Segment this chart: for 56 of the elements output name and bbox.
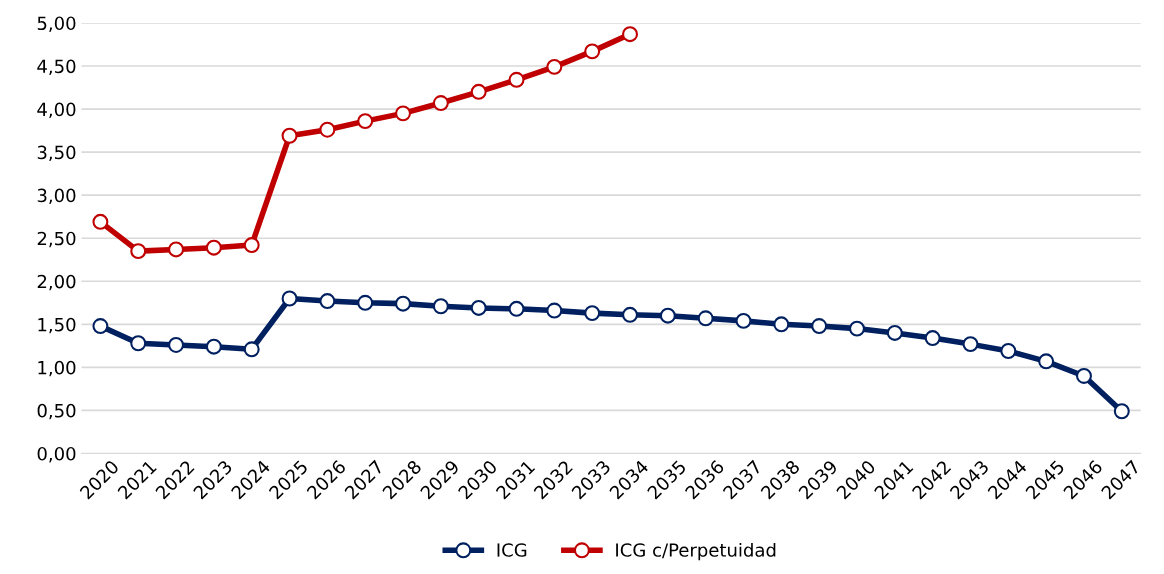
point: [886, 324, 903, 341]
point: [735, 312, 752, 329]
y-tick-label: 2,00: [37, 274, 76, 291]
point: [319, 293, 336, 310]
point: [924, 330, 941, 347]
point: [432, 298, 449, 315]
y-tick-label: 0,50: [37, 403, 76, 420]
y-tick-label: 3,00: [37, 188, 76, 205]
point: [432, 95, 449, 112]
point: [849, 320, 865, 337]
point: [168, 241, 185, 258]
point: [92, 318, 109, 335]
point: [697, 310, 714, 327]
point: [962, 336, 979, 353]
point: [357, 294, 374, 311]
point: [281, 127, 298, 144]
legend-label: ICG c/Perpetuidad: [616, 542, 776, 561]
point: [622, 26, 638, 43]
y-tick-label: 4,00: [37, 102, 76, 119]
y-tick-label: 0,00: [37, 446, 76, 463]
point: [319, 121, 336, 138]
point: [205, 338, 222, 355]
point: [470, 299, 487, 316]
point: [357, 113, 374, 130]
point: [168, 336, 185, 353]
point: [584, 43, 601, 60]
point: [584, 305, 601, 322]
point: [395, 295, 412, 312]
point: [1113, 403, 1130, 420]
point: [1000, 343, 1017, 359]
point: [622, 306, 638, 323]
point: [243, 237, 260, 254]
point: [508, 71, 525, 88]
point: [243, 341, 260, 358]
point: [508, 300, 525, 317]
y-tick-label: 2,50: [37, 231, 76, 248]
point: [395, 105, 412, 122]
point: [546, 58, 563, 75]
point: [205, 239, 222, 256]
point: [92, 213, 109, 230]
y-tick-label: 1,00: [38, 360, 76, 377]
point: [659, 307, 676, 324]
point: [1075, 367, 1092, 384]
y-tick-label: 3,50: [37, 145, 76, 162]
y-tick-label: 5,00: [37, 16, 76, 32]
point: [773, 316, 790, 333]
point: [130, 243, 147, 260]
point: [470, 83, 487, 100]
point: [1038, 353, 1055, 370]
y-tick-label: 1,50: [38, 317, 76, 334]
point: [546, 302, 563, 319]
point: [811, 318, 828, 335]
y-tick-label: 4,50: [37, 59, 76, 75]
point: [281, 290, 298, 307]
point: [130, 335, 147, 352]
legend-label: ICG: [497, 543, 527, 557]
